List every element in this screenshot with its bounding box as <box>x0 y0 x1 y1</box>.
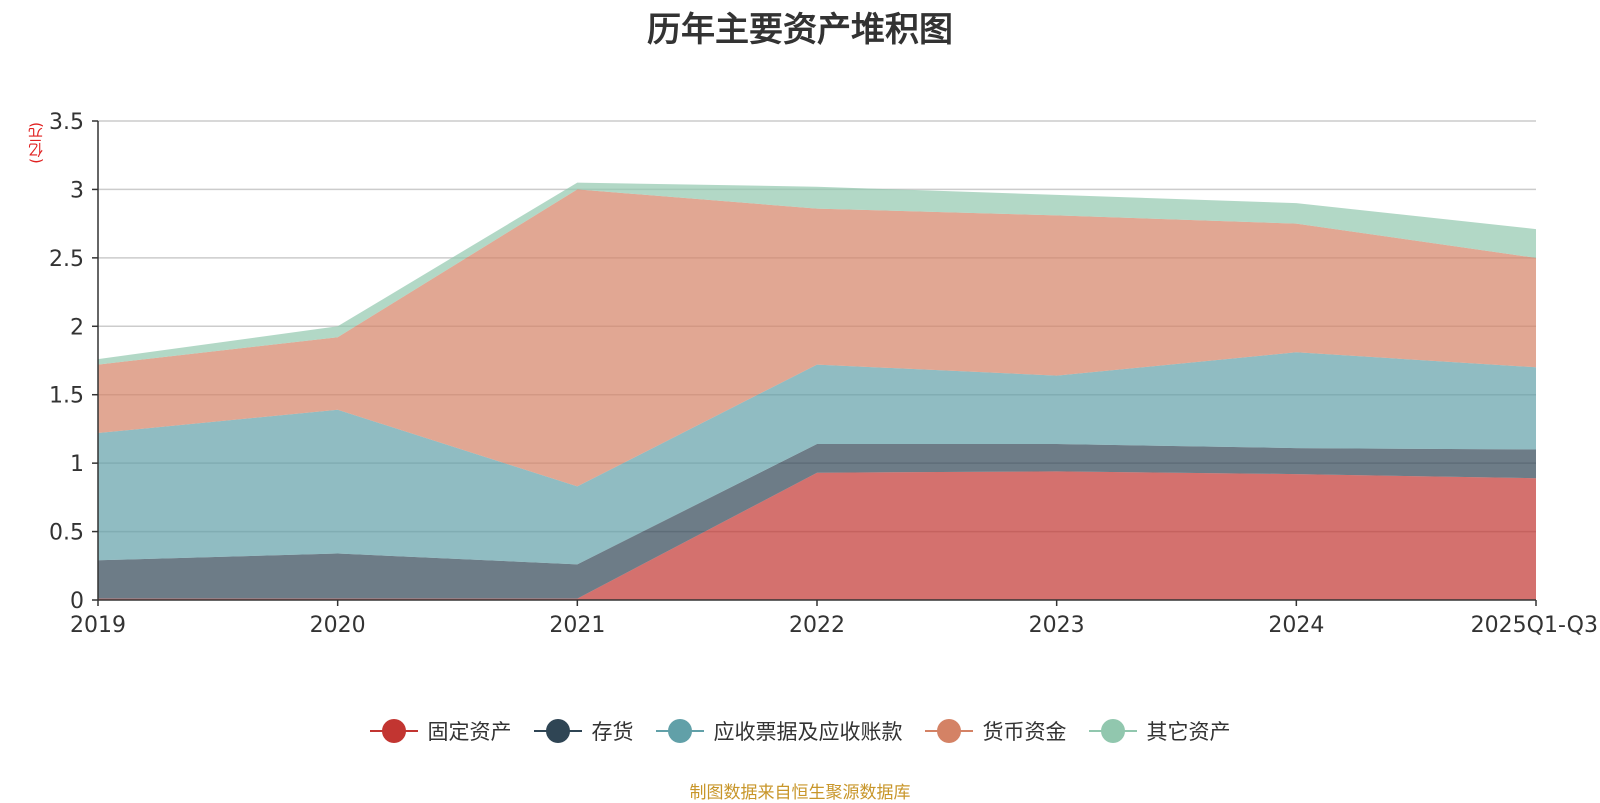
y-tick-label: 0 <box>70 589 84 614</box>
area-3 <box>98 352 1536 565</box>
legend-item-4[interactable]: 货币资金 <box>924 716 1067 746</box>
x-tick-label: 2024 <box>1268 613 1324 638</box>
source-note: 制图数据来自恒生聚源数据库 <box>689 783 911 803</box>
area-series <box>98 182 1536 600</box>
y-tick-label: 2.5 <box>49 247 84 272</box>
legend-dot <box>1100 719 1125 743</box>
legend-dot <box>667 719 692 743</box>
legend-item-1[interactable]: 固定资产 <box>369 716 512 746</box>
y-tick-label: 0.5 <box>49 521 84 546</box>
area-5 <box>98 182 1536 365</box>
legend-dot <box>381 719 406 743</box>
area-4 <box>98 189 1536 487</box>
legend: 固定资产 存货 应收票据及应收账款 货币资金 其它资产 <box>0 716 1600 746</box>
legend-item-5[interactable]: 其它资产 <box>1088 716 1231 746</box>
legend-marker <box>924 718 973 744</box>
x-tick-label: 2023 <box>1029 613 1085 638</box>
legend-dot <box>545 719 570 743</box>
y-tick-label: 1 <box>70 452 84 477</box>
legend-marker <box>1088 718 1137 744</box>
legend-dot <box>936 719 961 743</box>
y-tick-label: 3.5 <box>49 110 84 135</box>
chart-title: 历年主要资产堆积图 <box>647 10 953 50</box>
legend-item-2[interactable]: 存货 <box>533 716 634 746</box>
area-2 <box>98 444 1536 599</box>
legend-label: 应收票据及应收账款 <box>713 720 903 744</box>
y-tick-label: 2 <box>70 315 84 340</box>
legend-marker <box>533 718 582 744</box>
axes: 0 0.5 1 1.5 2 2.5 3 3.5 2019 2020 2021 2022 2023 2024… <box>49 110 1598 638</box>
x-tick-label: 2025Q1-Q3 <box>1471 613 1598 638</box>
x-tick-label: 2022 <box>789 613 845 638</box>
legend-label: 其它资产 <box>1146 720 1231 744</box>
legend-marker <box>655 718 704 744</box>
y-tick-label: 3 <box>70 178 84 203</box>
legend-item-3[interactable]: 应收票据及应收账款 <box>655 716 903 746</box>
y-tick-label: 1.5 <box>49 384 84 409</box>
x-tick-label: 2019 <box>70 613 126 638</box>
legend-marker <box>369 718 418 744</box>
x-tick-label: 2020 <box>310 613 366 638</box>
area-1 <box>98 471 1536 600</box>
legend-label: 固定资产 <box>427 720 512 744</box>
legend-label: 货币资金 <box>982 720 1067 744</box>
x-tick-label: 2021 <box>549 613 605 638</box>
legend-label: 存货 <box>591 720 634 744</box>
